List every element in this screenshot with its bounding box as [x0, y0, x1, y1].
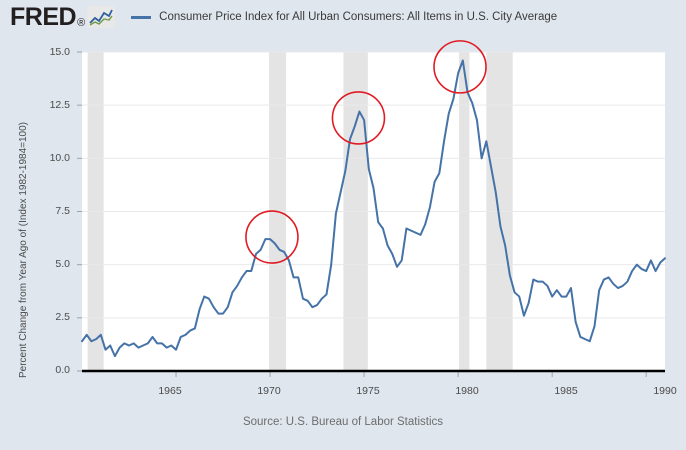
y-tick-label-0: 0.0: [55, 364, 70, 376]
plot-background: [82, 52, 665, 371]
recession-band-4: [486, 52, 513, 371]
fred-chart-glyph-icon: [87, 6, 116, 28]
fred-logo-registered-mark: ®: [77, 17, 86, 29]
chart-header: FRED ® Consumer Price Index for All Urba…: [0, 0, 686, 34]
recession-band-3: [459, 52, 470, 371]
inflation-spikes-annotation: Inflation Spikes: [127, 129, 235, 145]
series-line-cpi: [81, 59, 666, 358]
spike-highlight-circle-2: [433, 40, 487, 94]
recession-band-1: [269, 52, 287, 371]
x-tick-label-1985: 1985: [554, 385, 578, 397]
y-tick-label-10: 10.0: [49, 152, 70, 164]
y-tick-label-15: 15.0: [49, 46, 70, 58]
chart-legend: Consumer Price Index for All Urban Consu…: [131, 11, 557, 23]
x-tick-label-1965: 1965: [158, 385, 182, 397]
source-attribution: Source: U.S. Bureau of Labor Statistics: [242, 416, 444, 428]
x-tick-label-1970: 1970: [257, 385, 281, 397]
x-tick-label-1980: 1980: [455, 385, 479, 397]
x-tick-label-1975: 1975: [356, 385, 380, 397]
legend-series-label: Consumer Price Index for All Urban Consu…: [159, 11, 558, 23]
y-tick-label-2_5: 2.5: [55, 311, 70, 323]
fred-logo-text: FRED: [10, 3, 77, 31]
fred-logo: FRED ®: [10, 3, 116, 31]
spike-highlight-circle-0: [245, 210, 299, 264]
x-tick-label-1990: 1990: [653, 385, 677, 397]
y-tick-label-5: 5.0: [55, 258, 70, 270]
spike-highlight-circle-1: [331, 91, 386, 145]
recession-band-2: [343, 52, 368, 371]
recession-band-0: [87, 52, 104, 371]
y-tick-label-7_5: 7.5: [55, 205, 70, 217]
legend-color-swatch: [131, 15, 152, 19]
y-tick-label-12_5: 12.5: [49, 99, 70, 111]
